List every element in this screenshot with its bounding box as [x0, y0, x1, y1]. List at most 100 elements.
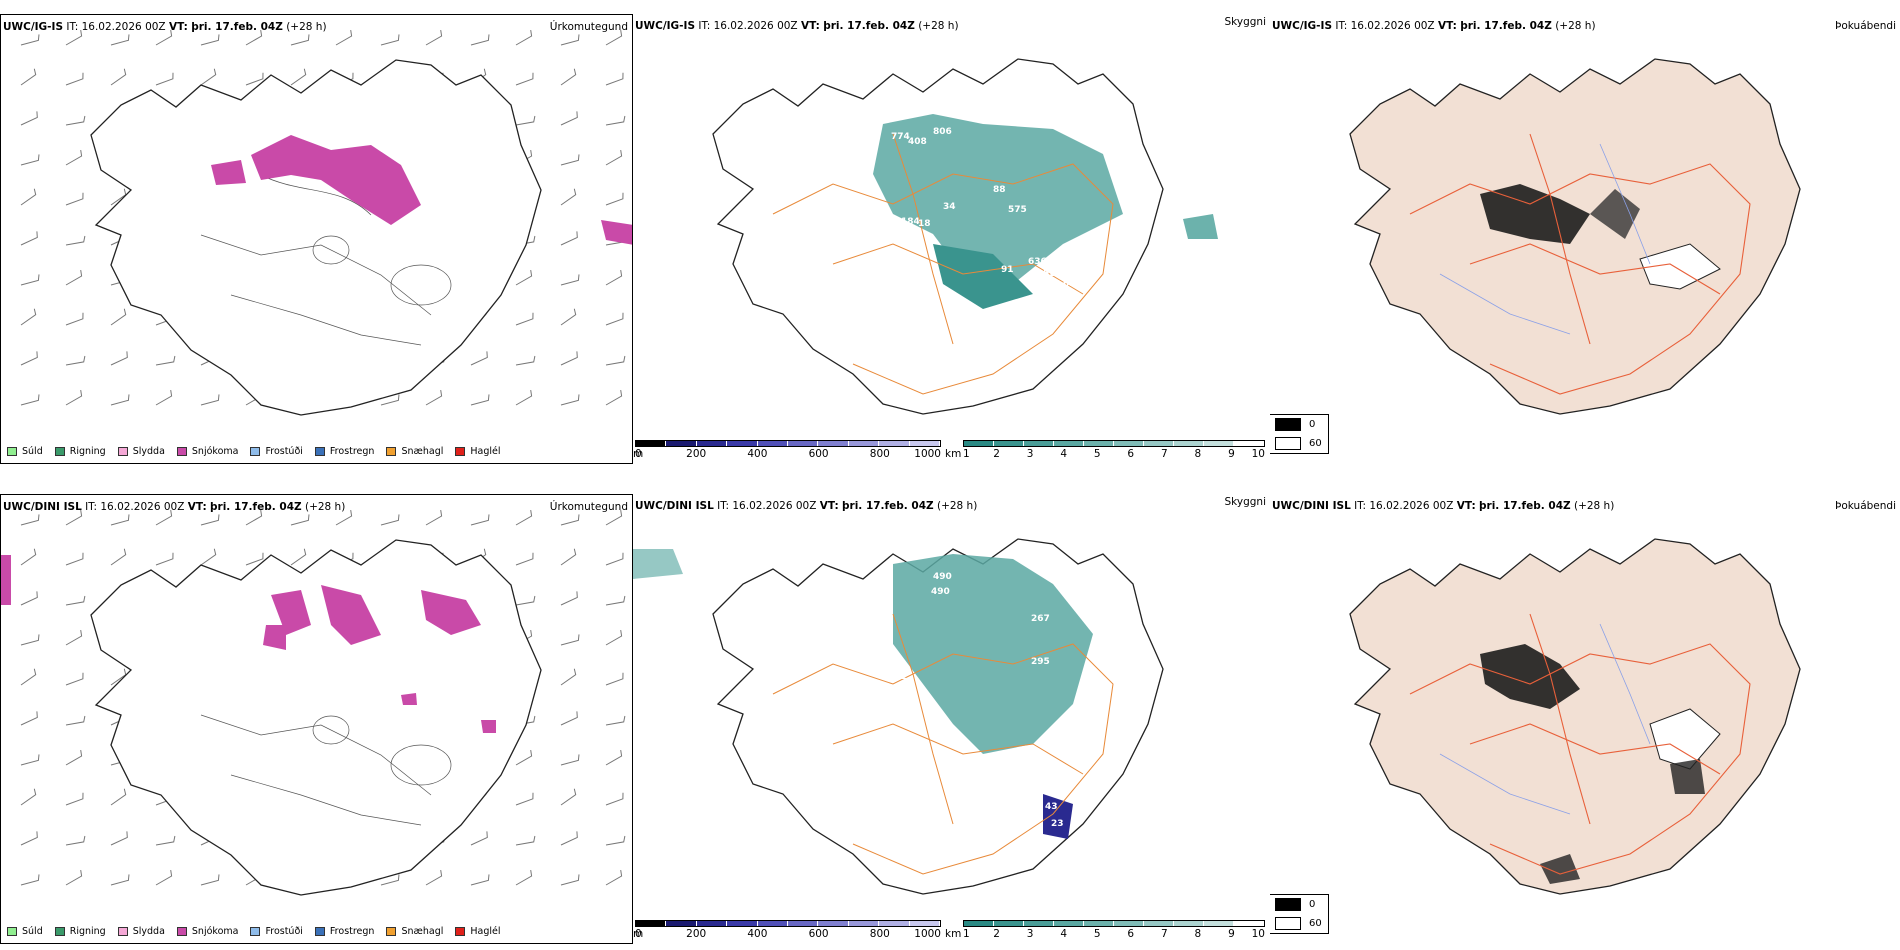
ceiling-colorbar: 0 200 400 600 800 1000 m — [633, 920, 941, 941]
wind-barb — [110, 68, 127, 86]
colorbar-tick: 2 — [993, 928, 1000, 940]
legend-item: Rigning — [54, 446, 106, 457]
colorbar-swatch — [1114, 441, 1144, 446]
wind-barb — [200, 548, 217, 566]
legend-swatch — [314, 927, 325, 936]
legend-item: Frostúði — [250, 926, 303, 937]
fog-legend-label: 60 — [1309, 918, 1322, 929]
wind-barb — [560, 788, 577, 806]
colorbar-tick: 3 — [1026, 448, 1034, 460]
wind-barb — [560, 231, 578, 246]
panel-title: Skyggni — [1224, 16, 1267, 28]
wind-barb — [245, 30, 263, 46]
colorbar-tick: 7 — [1160, 448, 1168, 460]
legend-item: Frostúði — [250, 446, 303, 457]
ceiling-label: 71 — [1103, 229, 1116, 239]
ceiling-colorbar-swatches — [635, 440, 941, 447]
ceiling-label: 23 — [1051, 819, 1064, 829]
wind-barb — [20, 188, 37, 206]
wind-barb — [155, 355, 176, 366]
wind-barb — [65, 355, 86, 366]
ceiling-colorbar-ticks: 0 200 400 600 800 1000 — [635, 927, 941, 941]
wind-barb — [65, 30, 83, 46]
wind-barb — [560, 591, 578, 606]
wind-barb — [110, 548, 127, 566]
fog-legend: 0 60 — [1270, 894, 1329, 934]
wind-barb — [515, 355, 536, 366]
legend-item: Rigning — [54, 926, 106, 937]
colorbar-swatch — [1054, 441, 1084, 446]
legend-swatch — [54, 927, 65, 936]
wind-barb — [200, 874, 220, 886]
colorbar-swatch — [666, 921, 697, 926]
fog-legend-row: 0 — [1270, 415, 1328, 434]
fog-legend-label: 0 — [1309, 899, 1316, 910]
colorbar-tick: 800 — [869, 928, 890, 940]
legend-label: Frostúði — [265, 446, 303, 457]
wind-barb — [20, 668, 37, 686]
legend-label: Haglél — [470, 446, 501, 457]
ceiling-label: 43 — [1045, 802, 1058, 812]
colorbar-tick: 1000 — [914, 928, 941, 940]
wind-barb — [65, 835, 86, 846]
wind-barb — [515, 750, 533, 766]
fog-legend-swatch — [1275, 418, 1301, 431]
colorbar-tick: 200 — [686, 928, 707, 940]
wind-barb — [200, 34, 220, 46]
fog-legend-label: 60 — [1309, 438, 1322, 449]
legend-item: Snjókoma — [176, 926, 238, 937]
wind-barb — [560, 154, 580, 166]
colorbar-swatch — [1084, 921, 1114, 926]
precip-legend: Súld Rigning Slydda Snjókoma Frostúði Frostre… — [7, 446, 501, 457]
wind-barb — [65, 630, 83, 646]
colorbar-swatch — [1174, 921, 1204, 926]
visibility-colorbar-ticks: 1 2 3 4 5 6 7 8 9 10 — [963, 927, 1265, 941]
precip-legend: Súld Rigning Slydda Snjókoma Frostúði Frostre… — [7, 926, 501, 937]
wind-barb — [65, 510, 83, 526]
colorbar-tick: 400 — [747, 928, 768, 940]
wind-barb — [290, 514, 310, 526]
fog-legend-row: 0 — [1270, 895, 1328, 914]
wind-barb — [155, 390, 173, 406]
wind-barb — [65, 270, 83, 286]
precip-map — [1, 510, 626, 896]
wind-barb — [425, 870, 443, 886]
ceiling-label: 490 — [933, 572, 952, 582]
legend-label: Frostregn — [329, 446, 375, 457]
panel-title: Þokuábendi — [1835, 20, 1896, 32]
colorbar-tick: 200 — [686, 448, 707, 460]
legend-label: Slydda — [132, 446, 165, 457]
wind-barb — [515, 72, 534, 86]
colorbar-swatch — [1144, 921, 1174, 926]
fog-map — [1349, 58, 1801, 415]
wind-barb — [335, 30, 353, 46]
legend-swatch — [7, 927, 17, 936]
wind-barb — [605, 630, 623, 646]
wind-barb — [155, 510, 173, 526]
wind-barb — [65, 312, 84, 326]
ceiling-label: 731 — [888, 672, 907, 682]
legend-label: Snæhagl — [401, 926, 444, 937]
wind-barb — [515, 510, 533, 526]
legend-swatch — [176, 447, 187, 456]
legend-item: Slydda — [117, 926, 165, 937]
wind-barb — [380, 874, 400, 886]
legend-label: Rigning — [69, 446, 106, 457]
legend-swatch — [455, 927, 466, 936]
legend-item: Snjókoma — [176, 446, 238, 457]
ceiling-label: 490 — [931, 587, 950, 597]
ceiling-label: 806 — [933, 127, 952, 137]
colorbar-swatch — [757, 921, 789, 926]
colorbar-swatch — [818, 441, 849, 446]
visibility-colorbar: 1 2 3 4 5 6 7 8 9 10 km — [945, 920, 1265, 941]
wind-barb — [605, 72, 624, 86]
legend-label: Rigning — [69, 926, 106, 937]
colorbar-tick: 800 — [869, 448, 890, 460]
visibility-colorbar-swatches — [963, 440, 1265, 447]
wind-barb — [20, 351, 38, 366]
ceiling-colorbar-swatches — [635, 920, 941, 927]
ceiling-label: 18 — [918, 219, 931, 229]
wind-barb — [20, 231, 38, 246]
colorbar-swatch — [1204, 921, 1234, 926]
colorbar-tick: 0 — [635, 928, 642, 940]
